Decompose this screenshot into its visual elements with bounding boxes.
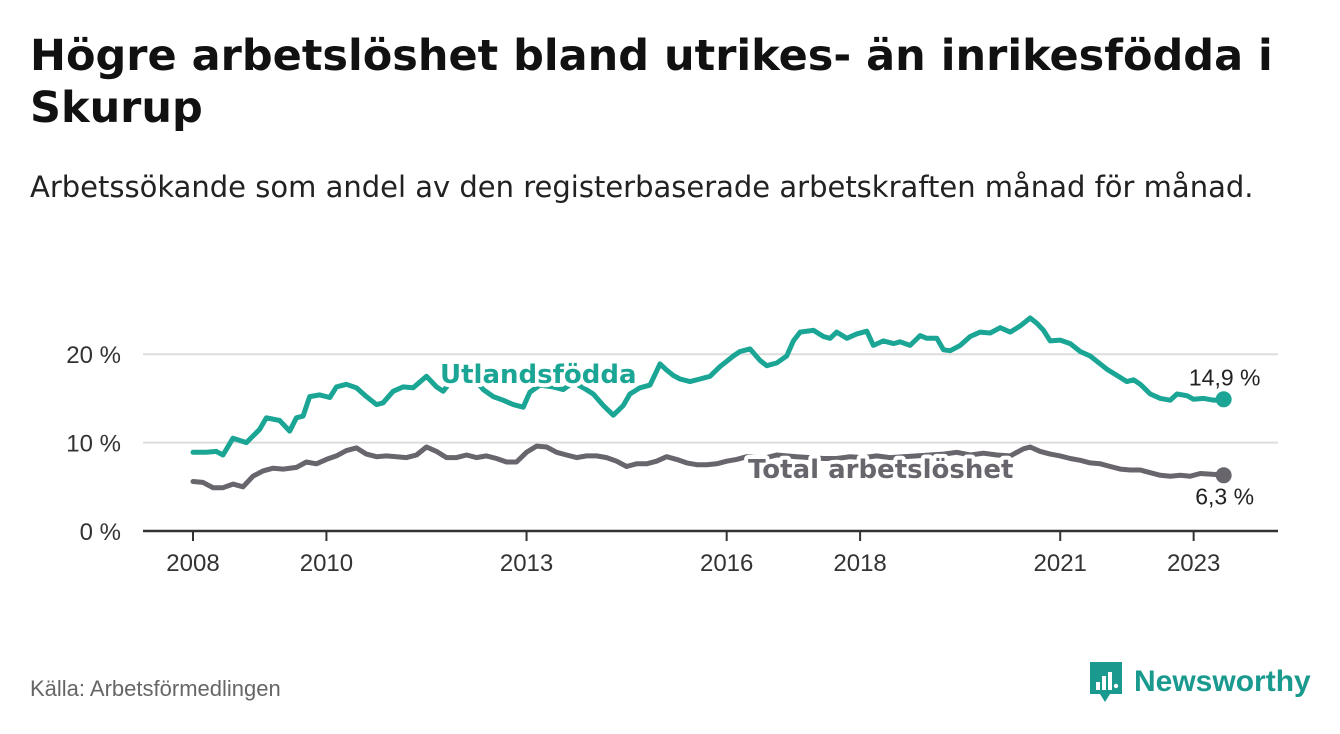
x-tick-label: 2023 [1167,550,1220,577]
x-tick-label: 2021 [1034,550,1087,577]
x-tick-label: 2016 [700,550,753,577]
series-label-halo: Total arbetslöshet [748,455,1013,485]
y-tick-label: 0 % [80,519,121,546]
series-line-total [190,443,1227,491]
series-end-label: 6,3 % [1195,483,1254,509]
series-label-foreign-born: Utlandsfödda [440,360,637,390]
source-note: Källa: Arbetsförmedlingen [30,676,281,701]
series-end-marker [1215,391,1232,408]
x-tick-label: 2018 [833,550,886,577]
series-end-marker [1215,467,1232,484]
brand-logo: Newsworthy [1088,660,1311,704]
newsworthy-logo-icon [1090,662,1122,702]
brand-name: Newsworthy [1134,665,1311,698]
series-line-foreign-born [190,315,1227,458]
series-label-halo: Utlandsfödda [440,360,637,390]
series-end-label: 14,9 % [1189,364,1261,390]
chart-subtitle: Arbetssökande som andel av den registerb… [30,170,1254,204]
y-tick-label: 20 % [66,342,121,369]
chart-title: Högre arbetslöshet bland utrikes- än inr… [30,31,1273,133]
x-tick-label: 2013 [500,550,553,577]
x-tick-label: 2008 [166,550,219,577]
series-label-total: Total arbetslöshet [748,455,1013,485]
y-tick-label: 10 % [66,431,121,458]
x-tick-label: 2010 [300,550,353,577]
